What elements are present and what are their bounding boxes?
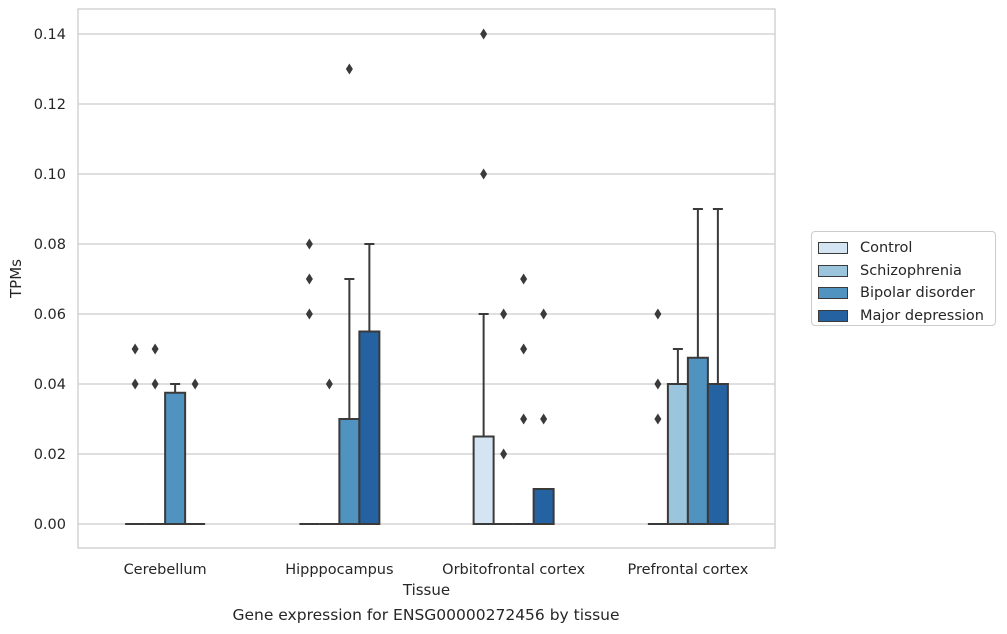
box (532, 488, 555, 525)
outlier-point (480, 28, 488, 40)
x-tick-label: Prefrontal cortex (627, 562, 748, 578)
box (472, 435, 495, 525)
outlier-point (151, 378, 159, 390)
legend-label-major-depression: Major depression (860, 307, 984, 324)
outlier-point (131, 378, 139, 390)
x-tick-label: Orbitofrontal cortex (442, 562, 585, 578)
legend-item-schizophrenia: Schizophrenia (818, 260, 995, 283)
box (164, 391, 187, 525)
x-tick-label: Hipppocampus (285, 562, 393, 578)
box (706, 383, 729, 525)
box-1-1 (319, 378, 340, 525)
legend-label-bipolar-disorder: Bipolar disorder (860, 285, 975, 302)
box-2-2 (513, 273, 534, 525)
legend-swatch-major-depression (818, 309, 848, 322)
box-0-3 (647, 308, 668, 525)
box-1-2 (493, 308, 514, 525)
outlier-point (520, 273, 528, 285)
legend-swatch-control (818, 242, 848, 255)
box-2-1 (338, 63, 361, 525)
outlier-point (520, 343, 528, 355)
y-tick-label: 0.06 (34, 307, 66, 323)
y-axis-label: TPMs (7, 259, 25, 299)
outlier-point (305, 238, 313, 250)
box-1-0 (145, 343, 166, 525)
box-plots (125, 28, 729, 525)
y-tick-label: 0.12 (34, 97, 66, 113)
outlier-point (654, 378, 662, 390)
outlier-point (654, 308, 662, 320)
box (338, 418, 361, 525)
legend-label-schizophrenia: Schizophrenia (860, 262, 962, 279)
box-0-2 (472, 28, 495, 525)
x-tick-label: Cerebellum (124, 562, 207, 578)
legend-swatch-schizophrenia (818, 264, 848, 277)
box (686, 356, 709, 525)
box-0-0 (125, 343, 146, 525)
legend-item-bipolar-disorder: Bipolar disorder (818, 282, 995, 305)
legend-item-major-depression: Major depression (818, 305, 995, 328)
y-tick-label: 0.08 (34, 237, 66, 253)
box-2-0 (164, 383, 187, 525)
plot-frame (77, 8, 776, 549)
y-tick-labels: 0.00 0.02 0.04 0.06 0.08 0.10 0.12 0.14 (34, 27, 66, 533)
x-axis-label: Tissue (402, 581, 450, 599)
box-3-3 (706, 208, 729, 525)
outlier-point (480, 168, 488, 180)
legend: Control Schizophrenia Bipolar disorder M… (811, 231, 996, 326)
outlier-point (500, 308, 508, 320)
box-0-1 (299, 238, 320, 525)
outlier-point (325, 378, 333, 390)
figure-caption: Gene expression for ENSG00000272456 by t… (232, 606, 620, 624)
box (666, 383, 689, 525)
y-tick-label: 0.14 (34, 27, 66, 43)
outlier-point (151, 343, 159, 355)
legend-label-control: Control (860, 240, 913, 257)
outlier-point (305, 273, 313, 285)
box-3-2 (532, 308, 555, 525)
x-tick-labels: Cerebellum Hipppocampus Orbitofrontal cort… (124, 562, 749, 578)
outlier-point (305, 308, 313, 320)
y-tick-label: 0.10 (34, 167, 66, 183)
box-2-3 (686, 208, 709, 525)
outlier-point (540, 413, 548, 425)
y-tick-label: 0.02 (34, 447, 66, 463)
outlier-point (540, 308, 548, 320)
box-1-3 (666, 348, 689, 525)
box (358, 330, 381, 525)
outlier-point (654, 413, 662, 425)
legend-item-control: Control (818, 237, 995, 260)
outlier-point (520, 413, 528, 425)
legend-swatch-bipolar-disorder (818, 287, 848, 300)
outlier-point (345, 63, 353, 75)
box-3-0 (185, 378, 206, 525)
outlier-point (500, 448, 508, 460)
box-3-1 (358, 243, 381, 525)
outlier-point (131, 343, 139, 355)
outlier-point (191, 378, 199, 390)
y-tick-label: 0.04 (34, 377, 66, 393)
y-tick-label: 0.00 (34, 517, 66, 533)
